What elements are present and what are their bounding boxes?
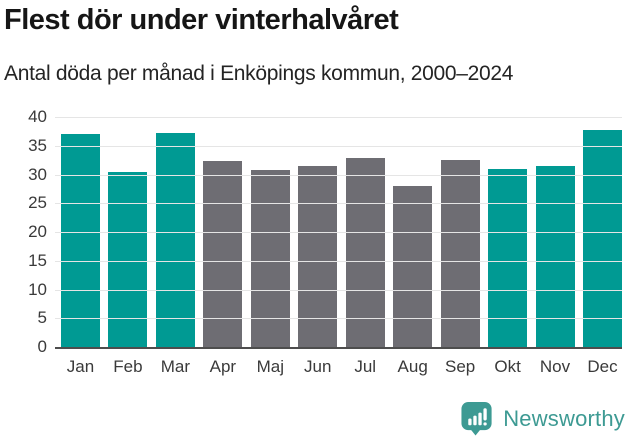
bar-mar [155,133,195,347]
y-tick-label-25: 25 [28,193,47,213]
plot-area: 0 5 10 15 20 25 30 35 40 [28,107,622,356]
x-axis-line [55,347,622,349]
y-tick-label-40: 40 [28,107,47,126]
y-tick-label-15: 15 [28,250,47,270]
bar-apr [203,161,243,347]
gridline-20 [55,232,622,233]
bar-nov [535,166,575,347]
gridline-25 [55,203,622,205]
y-tick-label-35: 35 [28,135,47,155]
y-tick-label-5: 5 [37,308,47,328]
gridline-10 [55,289,622,291]
x-tick-label-jul: Jul [354,357,377,376]
gridline-35 [55,145,622,147]
bar-maj [250,169,290,347]
x-tick-label-maj: Maj [256,357,285,376]
bar-okt [488,168,528,347]
y-tick-label-0: 0 [37,337,47,356]
x-tick-label-feb: Feb [113,357,143,376]
bar-aug [393,186,433,347]
x-tick-label-apr: Apr [209,357,237,376]
bar-jan [61,134,100,347]
y-tick-label-10: 10 [28,279,47,299]
brand-name: Newsworthy [503,405,625,431]
gridline-40 [55,117,622,118]
x-axis-labels: Jan Feb Mar Apr Maj Jun Jul Aug Sep Okt Nov Dec [55,357,622,377]
bar-jun [298,166,338,347]
bar-feb [108,171,148,347]
gridline-15 [55,260,622,262]
newsworthy-logo: Newsworthy [460,401,625,436]
x-tick-label-mar: Mar [160,357,191,376]
gridline-5 [55,318,622,320]
gridline-30 [55,174,622,176]
x-tick-label-sep: Sep [445,357,476,376]
x-tick-label-nov: Nov [539,357,571,376]
bar-jul [345,157,385,347]
chart-subtitle: Antal döda per månad i Enköpings kommun,… [4,62,514,85]
bar-dec [582,130,622,347]
x-tick-label-aug: Aug [397,357,428,376]
newsworthy-bar-chart-bubble-icon [461,401,492,436]
x-tick-label-jun: Jun [304,357,332,376]
y-tick-label-30: 30 [28,164,47,184]
bar-series [55,117,622,347]
x-tick-label-dec: Dec [587,357,618,376]
chart-title: Flest dör under vinterhalvåret [4,4,399,36]
x-tick-label-jan: Jan [66,357,95,376]
y-tick-label-20: 20 [28,222,47,241]
x-tick-label-okt: Okt [494,357,521,376]
bar-sep [440,160,480,347]
